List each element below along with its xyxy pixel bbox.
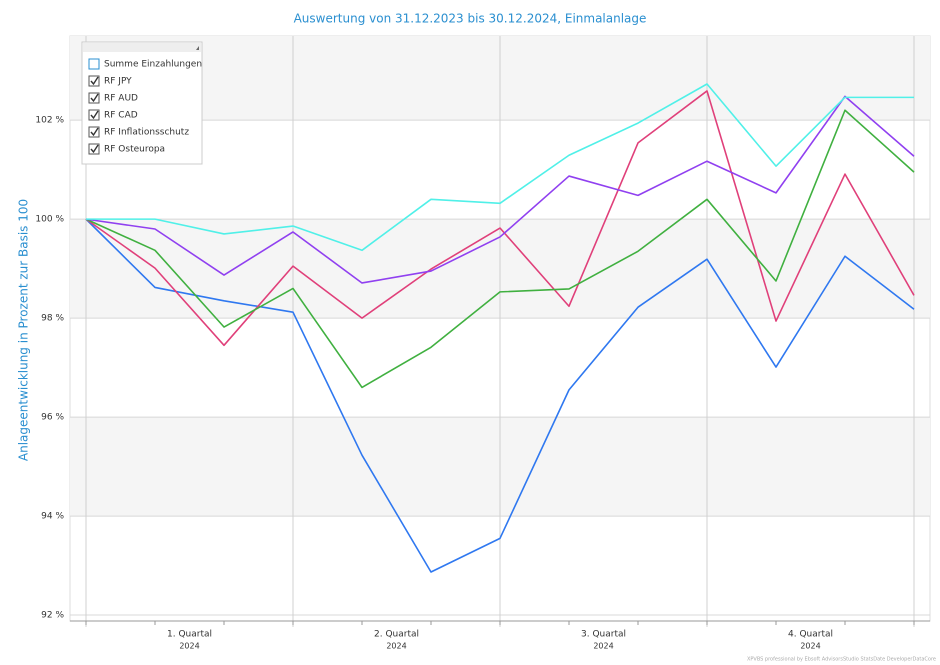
y-tick-label: 100 % <box>35 215 64 225</box>
legend-label: RF CAD <box>104 111 138 121</box>
series-line <box>85 109 915 389</box>
y-tick-label: 92 % <box>41 611 64 621</box>
y-tick-label: 98 % <box>41 314 64 324</box>
y-tick-label: 102 % <box>35 116 64 126</box>
legend-checkbox[interactable] <box>88 109 100 121</box>
legend-label: RF JPY <box>104 77 132 87</box>
legend-checkbox[interactable] <box>88 92 100 104</box>
y-tick-label: 94 % <box>41 512 64 522</box>
legend-checkbox[interactable] <box>88 58 100 70</box>
legend-check <box>90 127 99 137</box>
legend-check <box>90 110 99 120</box>
legend-checkbox[interactable] <box>88 143 100 155</box>
chart-title: Auswertung von 31.12.2023 bis 30.12.2024… <box>294 12 647 26</box>
y-tick-label: 96 % <box>41 413 64 423</box>
x-group-year: 2024 <box>179 642 199 651</box>
legend-header <box>83 43 201 52</box>
legend-label: Summe Einzahlungen <box>104 60 202 70</box>
y-axis-label: Anlageentwicklung in Prozent zur Basis 1… <box>17 199 31 461</box>
footer: XPVBS professional by Ebsoft AdvisorsStu… <box>747 657 936 663</box>
x-group-label: 4. Quartal <box>788 630 833 640</box>
series-line <box>85 90 915 347</box>
x-group-label: 3. Quartal <box>581 630 626 640</box>
legend-label: RF Inflationsschutz <box>104 128 189 138</box>
legend-label: RF AUD <box>104 94 138 104</box>
legend-check <box>90 93 99 103</box>
series-line <box>85 95 915 284</box>
x-group-label: 1. Quartal <box>167 630 212 640</box>
x-group-year: 2024 <box>386 642 406 651</box>
legend-checkbox[interactable] <box>88 126 100 138</box>
legend-label: RF Osteuropa <box>104 145 165 155</box>
legend: Summe Einzahlungen RF JPY RF AUD RF CAD RF I… <box>81 41 203 165</box>
series-line <box>85 218 915 573</box>
legend-check <box>90 144 99 154</box>
x-group-year: 2024 <box>800 642 820 651</box>
x-group-year: 2024 <box>593 642 613 651</box>
series-line <box>86 83 914 252</box>
legend-checkbox[interactable] <box>88 75 100 87</box>
x-group-label: 2. Quartal <box>374 630 419 640</box>
legend-grip <box>196 46 199 50</box>
legend-box <box>81 41 203 165</box>
legend-check <box>90 76 99 86</box>
